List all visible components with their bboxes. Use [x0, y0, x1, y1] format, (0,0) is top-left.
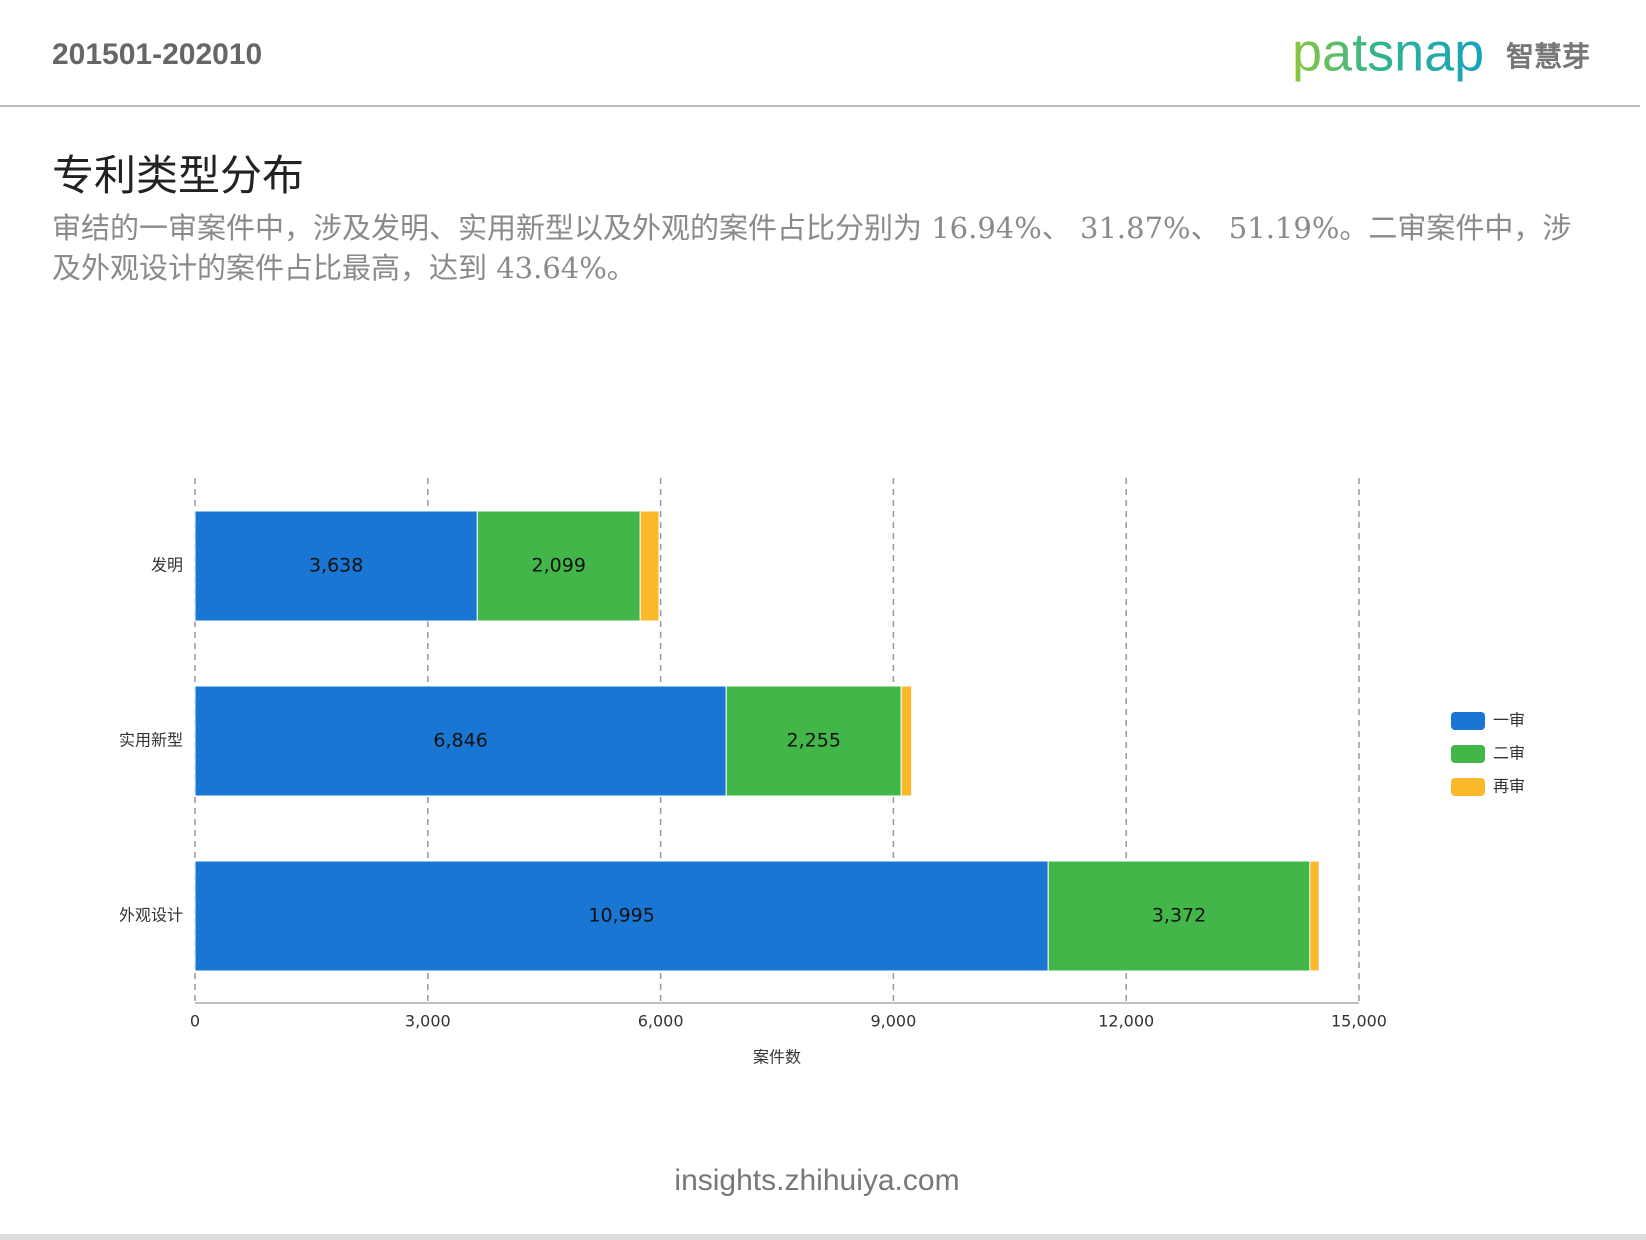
value-label: 6,846	[433, 730, 487, 752]
value-label: 3,372	[1152, 905, 1206, 927]
x-tick-label: 12,000	[1098, 1012, 1154, 1031]
y-tick-label: 外观设计	[119, 906, 183, 925]
x-axis-title: 案件数	[753, 1048, 801, 1067]
value-label: 2,099	[532, 555, 586, 577]
footer: insights.zhihuiya.com	[674, 1164, 960, 1197]
x-tick-label: 6,000	[638, 1012, 684, 1031]
bar-segment	[725, 685, 902, 797]
value-label: 2,255	[787, 730, 841, 752]
bar-segment	[194, 685, 727, 797]
value-label: 10,995	[588, 905, 654, 927]
bar-segment	[194, 510, 478, 622]
legend-label: 一审	[1493, 711, 1525, 730]
y-tick-label: 实用新型	[119, 731, 183, 750]
legend-swatch	[1451, 778, 1485, 796]
legend-swatch	[1451, 745, 1485, 763]
legend-swatch	[1451, 712, 1485, 730]
bar-segment	[1047, 860, 1311, 972]
x-tick-label: 15,000	[1331, 1012, 1387, 1031]
logo-cn: 智慧芽	[1506, 40, 1590, 73]
bar-segment	[1309, 860, 1320, 972]
page-title: 专利类型分布	[52, 151, 305, 200]
legend-label: 再审	[1493, 777, 1525, 796]
x-tick-label: 9,000	[870, 1012, 916, 1031]
period: 201501-202010	[52, 38, 263, 71]
bar-segment	[476, 510, 641, 622]
bar-segment	[900, 685, 913, 797]
x-tick-label: 3,000	[405, 1012, 451, 1031]
bar-segment	[639, 510, 660, 622]
y-tick-label: 发明	[151, 556, 183, 575]
value-label: 3,638	[309, 555, 363, 577]
x-tick-label: 0	[190, 1012, 200, 1031]
description: 审结的一审案件中，涉及发明、实用新型以及外观的案件占比分别为 16.94%、 3…	[52, 211, 1572, 285]
legend-label: 二审	[1493, 744, 1525, 763]
logo: patsnap	[1292, 22, 1484, 82]
